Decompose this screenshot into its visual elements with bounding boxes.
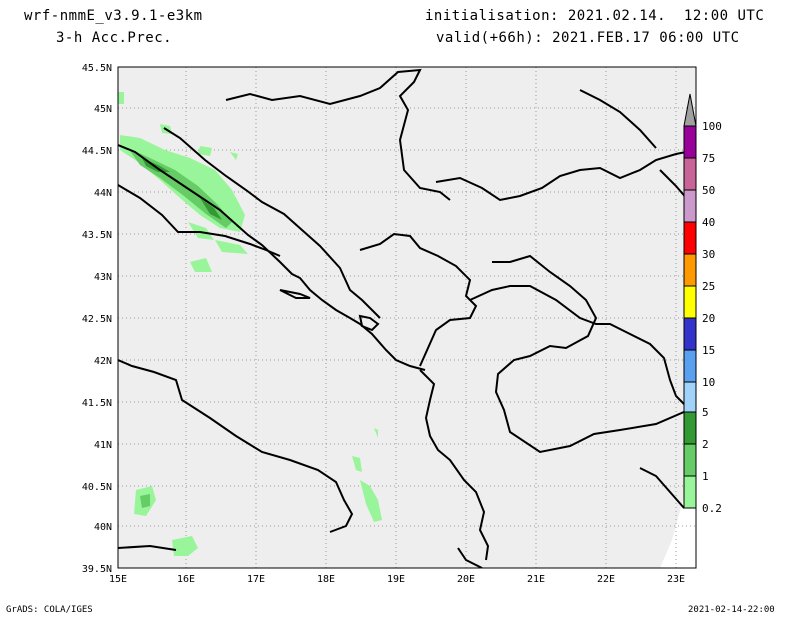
colorbar-label: 75 <box>702 152 715 165</box>
colorbar-swatch <box>683 475 697 509</box>
colorbar-swatch <box>683 349 697 383</box>
colorbar-label: 20 <box>702 312 715 325</box>
longitude-labels: 15E 16E 17E 18E 19E 20E 21E 22E 23E <box>109 574 685 585</box>
lat-label: 42.5N <box>82 314 112 325</box>
model-title: wrf-nmmE_v3.9.1-e3km <box>24 8 203 24</box>
lon-label: 16E <box>177 574 195 585</box>
colorbar-label: 15 <box>702 344 715 357</box>
colorbar-label: 5 <box>702 406 709 419</box>
lon-label: 21E <box>527 574 545 585</box>
colorbar-labels: 100 75 50 40 30 25 20 15 10 5 2 1 0.2 <box>702 120 722 515</box>
lat-label: 41N <box>94 440 112 451</box>
lat-label: 39.5N <box>82 564 112 575</box>
lon-label: 18E <box>317 574 335 585</box>
colorbar-label: 2 <box>702 438 709 451</box>
lat-label: 45N <box>94 104 112 115</box>
colorbar-swatch <box>683 411 697 445</box>
lon-label: 20E <box>457 574 475 585</box>
colorbar-swatch <box>683 285 697 319</box>
precip-italy-south-mid <box>140 494 150 508</box>
lat-label: 42N <box>94 356 112 367</box>
colorbar-swatch <box>683 125 697 159</box>
lon-label: 19E <box>387 574 405 585</box>
initialisation-time: initialisation: 2021.02.14. 12:00 UTC <box>425 8 765 24</box>
colorbar-swatch <box>683 221 697 255</box>
latitude-labels: 45.5N 45N 44.5N 44N 43.5N 43N 42.5N 42N … <box>82 63 112 575</box>
lat-label: 44N <box>94 188 112 199</box>
colorbar-swatch <box>683 189 697 223</box>
lat-label: 43N <box>94 272 112 283</box>
lat-label: 40.5N <box>82 482 112 493</box>
sea-area <box>660 460 696 568</box>
lat-label: 41.5N <box>82 398 112 409</box>
coastlines-borders <box>118 68 696 568</box>
colorbar-label: 25 <box>702 280 715 293</box>
precip-albania-coast <box>352 428 382 522</box>
lon-label: 22E <box>597 574 615 585</box>
render-timestamp: 2021-02-14-22:00 <box>688 605 775 615</box>
colorbar-label: 10 <box>702 376 715 389</box>
valid-time: valid(+66h): 2021.FEB.17 06:00 UTC <box>436 30 740 46</box>
lat-label: 44.5N <box>82 146 112 157</box>
lon-label: 23E <box>667 574 685 585</box>
precip-heavy-croatia <box>142 158 222 220</box>
precipitation-field <box>118 92 382 556</box>
colorbar-swatch <box>683 443 697 477</box>
colorbar-label: 100 <box>702 120 722 133</box>
lat-label: 45.5N <box>82 63 112 74</box>
colorbar <box>683 93 697 509</box>
lon-label: 15E <box>109 574 127 585</box>
lon-label: 17E <box>247 574 265 585</box>
colorbar-swatch <box>683 317 697 351</box>
colorbar-label: 1 <box>702 470 709 483</box>
precip-islands-south <box>188 222 248 272</box>
colorbar-label: 50 <box>702 184 715 197</box>
variable-title: 3-h Acc.Prec. <box>56 30 173 46</box>
colorbar-label: 30 <box>702 248 715 261</box>
grads-credit: GrADS: COLA/IGES <box>6 605 93 615</box>
colorbar-swatch <box>683 253 697 287</box>
colorbar-swatch <box>683 381 697 413</box>
colorbar-label: 40 <box>702 216 715 229</box>
lat-label: 40N <box>94 522 112 533</box>
lat-label: 43.5N <box>82 230 112 241</box>
colorbar-label: 0.2 <box>702 502 722 515</box>
colorbar-swatch <box>683 157 697 191</box>
